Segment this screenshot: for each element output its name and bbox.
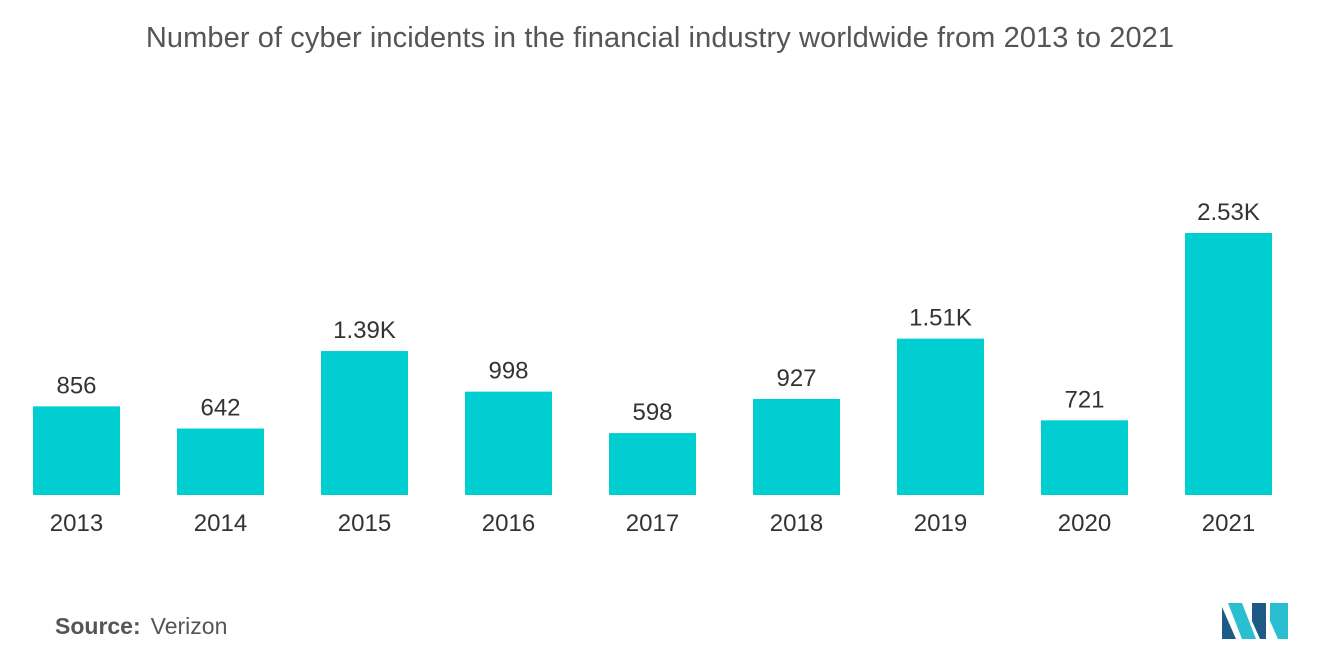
data-label-2017: 598 bbox=[632, 399, 672, 426]
source-value: Verizon bbox=[150, 613, 228, 639]
bar-2013 bbox=[33, 406, 120, 495]
bar-2017 bbox=[609, 433, 696, 495]
data-label-2016: 998 bbox=[488, 358, 528, 385]
x-tick-label-2021: 2021 bbox=[1202, 510, 1255, 537]
bar-2016 bbox=[465, 391, 552, 495]
bar-2018 bbox=[753, 399, 840, 495]
x-tick-label-2020: 2020 bbox=[1058, 510, 1111, 537]
bar-2020 bbox=[1041, 420, 1128, 495]
source-note: Source: Verizon bbox=[55, 613, 227, 640]
data-label-2015: 1.39K bbox=[333, 317, 396, 344]
x-tick-label-2018: 2018 bbox=[770, 510, 823, 537]
data-label-2020: 721 bbox=[1064, 386, 1104, 413]
bar-2019 bbox=[897, 338, 984, 495]
source-label: Source: bbox=[55, 613, 141, 639]
mordor-intelligence-logo-icon bbox=[1222, 603, 1288, 639]
x-tick-label-2017: 2017 bbox=[626, 510, 679, 537]
bar-2015 bbox=[321, 351, 408, 495]
x-tick-label-2019: 2019 bbox=[914, 510, 967, 537]
data-label-2021: 2.53K bbox=[1197, 199, 1260, 226]
x-tick-label-2016: 2016 bbox=[482, 510, 535, 537]
data-label-2018: 927 bbox=[776, 365, 816, 392]
x-tick-label-2013: 2013 bbox=[50, 510, 103, 537]
bar-2021 bbox=[1185, 233, 1272, 495]
data-label-2014: 642 bbox=[200, 395, 240, 422]
chart-title: Number of cyber incidents in the financi… bbox=[145, 22, 1175, 54]
data-label-2019: 1.51K bbox=[909, 305, 972, 332]
x-tick-label-2014: 2014 bbox=[194, 510, 247, 537]
data-label-2013: 856 bbox=[56, 372, 96, 399]
bar-chart: 856 2013 642 2014 1.39K 2015 998 2016 598 2017 927… bbox=[33, 199, 1272, 537]
bar-2014 bbox=[177, 428, 264, 495]
x-tick-label-2015: 2015 bbox=[338, 510, 391, 537]
